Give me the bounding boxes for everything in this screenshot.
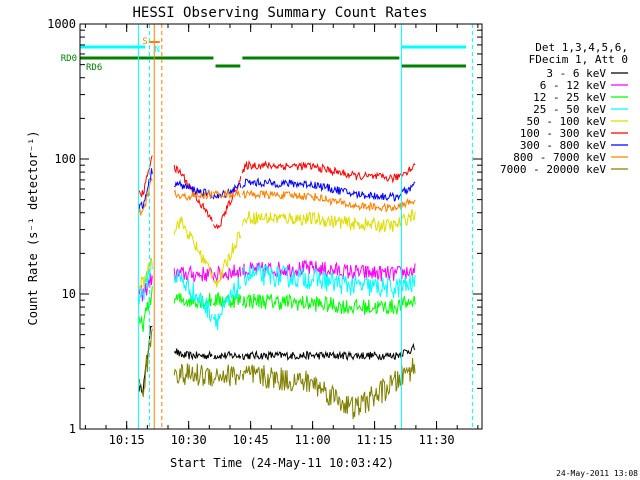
legend-label: 3 - 6 keV — [546, 67, 606, 80]
x-tick-label: 10:45 — [233, 433, 269, 447]
x-tick-label: 11:00 — [295, 433, 331, 447]
x-tick-label: 11:15 — [357, 433, 393, 447]
series-line — [241, 189, 416, 213]
series-line — [241, 177, 416, 202]
legend-label: 300 - 800 keV — [520, 139, 606, 152]
series-line — [212, 264, 242, 283]
annotation-label: RD6 — [86, 63, 102, 73]
series-line — [241, 264, 416, 299]
series-line — [212, 189, 241, 200]
x-tick-label: 11:30 — [418, 433, 454, 447]
series-line — [138, 286, 153, 332]
series-line — [173, 264, 213, 284]
series-line — [138, 257, 153, 290]
annotation-label: S — [142, 37, 147, 47]
legend-header: Det 1,3,4,5,6, — [535, 41, 628, 54]
legend-label: 6 - 12 keV — [540, 79, 607, 92]
footer-timestamp: 24-May-2011 13:08 — [556, 469, 638, 478]
y-tick-label: 10 — [62, 287, 76, 301]
chart-title: HESSI Observing Summary Count Rates — [132, 5, 427, 21]
series-line — [212, 277, 242, 331]
series-line — [212, 176, 242, 229]
event-lines — [137, 24, 473, 429]
state-bars: SN RD0 RD6 — [61, 37, 466, 73]
legend-label: 800 - 7000 keV — [513, 151, 606, 164]
legend-label: 7000 - 20000 keV — [500, 163, 606, 176]
series-line — [138, 168, 153, 210]
series-line — [173, 164, 213, 222]
series-line — [138, 325, 153, 393]
y-tick-label: 1 — [69, 422, 76, 436]
x-tick-label: 10:30 — [171, 433, 207, 447]
series-line — [241, 293, 416, 316]
annotation-label: RD0 — [61, 54, 77, 64]
series-line — [173, 216, 213, 278]
series-line — [173, 348, 213, 361]
series-line — [173, 269, 213, 323]
series-line — [213, 350, 242, 360]
series-group — [138, 155, 416, 420]
series-line — [173, 179, 213, 200]
x-axis-label: Start Time (24-May-11 10:03:42) — [170, 456, 394, 470]
series-line — [241, 160, 416, 184]
series-line — [138, 155, 153, 198]
y-tick-label: 100 — [54, 152, 76, 166]
y-tick-label: 1000 — [47, 17, 76, 31]
series-line — [173, 363, 213, 387]
plot-frame — [79, 23, 483, 430]
series-line — [173, 188, 213, 202]
series-line — [212, 364, 242, 387]
y-axis-label: Count Rate (s⁻¹ detector⁻¹) — [26, 130, 40, 325]
x-axis: 10:15 10:30 10:45 11:00 11:15 11:30 — [84, 24, 479, 447]
x-tick-label: 10:15 — [109, 433, 145, 447]
series-line — [212, 230, 242, 288]
legend-label: 50 - 100 keV — [527, 115, 607, 128]
series-line — [241, 208, 416, 234]
series-line — [138, 257, 153, 305]
y-axis: 1 10 100 1000 — [47, 17, 482, 436]
legend-label: 12 - 25 keV — [533, 91, 606, 104]
series-line — [241, 342, 416, 362]
series-line — [138, 177, 153, 216]
legend: Det 1,3,4,5,6,FDecim 1, Att 03 - 6 keV6 … — [500, 41, 628, 176]
legend-label: 25 - 50 keV — [533, 103, 606, 116]
legend-label: 100 - 300 keV — [520, 127, 606, 140]
series-line — [138, 328, 153, 398]
annotation-label: N — [154, 45, 159, 55]
series-line — [241, 357, 416, 420]
legend-header: FDecim 1, Att 0 — [529, 53, 628, 66]
